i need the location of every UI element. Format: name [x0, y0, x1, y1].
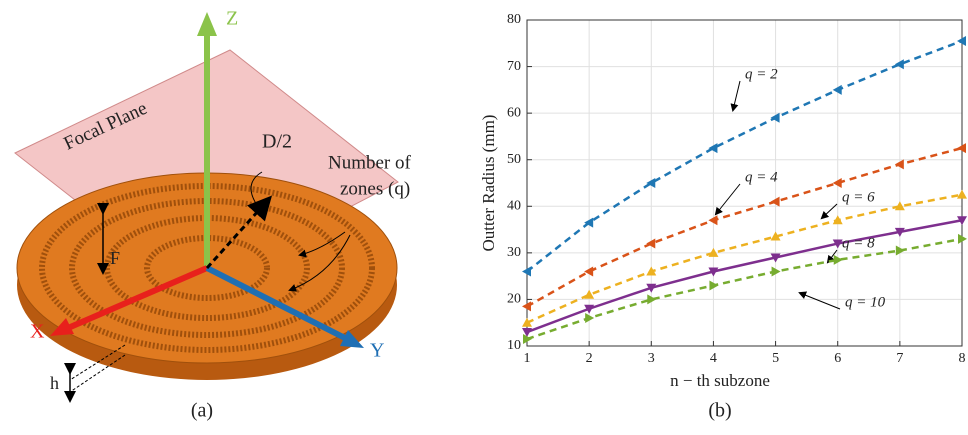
marker: [832, 215, 843, 225]
series-label: q = 2: [745, 66, 778, 82]
marker: [832, 178, 842, 188]
d-pointer: [250, 171, 264, 214]
marker: [708, 247, 719, 257]
marker: [708, 267, 719, 277]
d-label: D/2: [262, 131, 292, 153]
marker: [832, 239, 843, 249]
series-label: q = 6: [842, 189, 875, 205]
z-label: Z: [226, 8, 238, 30]
marker: [770, 196, 780, 207]
caption: (a): [191, 400, 213, 422]
h-line: [69, 344, 126, 381]
f-label: F: [110, 248, 120, 268]
y-arrow: [340, 330, 364, 348]
y-label: Y: [370, 340, 384, 362]
y-tick-label: 20: [507, 292, 521, 307]
z-arrow: [197, 12, 217, 36]
y-tick-label: 10: [507, 338, 521, 353]
marker: [646, 238, 656, 249]
series-line: [526, 146, 963, 308]
marker: [833, 254, 843, 265]
x-tick-label: 1: [524, 351, 531, 366]
y-axis-label: Outter Radius (mm): [479, 115, 498, 252]
marker: [646, 266, 657, 276]
y-tick-label: 80: [507, 12, 521, 27]
series-line: [526, 237, 963, 341]
marker: [894, 59, 904, 70]
y-tick-label: 70: [507, 59, 521, 74]
marker: [708, 143, 718, 154]
marker: [770, 253, 781, 263]
x-tick-label: 2: [586, 351, 593, 366]
y-tick-label: 40: [507, 199, 521, 214]
series-line: [526, 219, 963, 334]
marker: [646, 178, 656, 188]
marker: [584, 289, 595, 299]
chart: (b) n − th subzone Outter Radius (mm) 10…: [479, 12, 967, 422]
plot-frame: [526, 19, 963, 347]
zones-label: Number of: [328, 152, 412, 173]
marker: [894, 227, 905, 237]
marker: [584, 217, 594, 228]
annotation-arrow: [820, 203, 838, 220]
x-tick-label: 5: [772, 351, 779, 366]
marker: [770, 112, 780, 123]
annotation-arrow: [714, 183, 741, 216]
marker: [957, 216, 967, 226]
marker: [522, 328, 532, 338]
marker: [522, 266, 531, 277]
marker: [958, 233, 967, 244]
x-tick-label: 7: [896, 351, 903, 366]
y-tick-label: 50: [507, 152, 521, 167]
zones-label: zones (q): [340, 178, 410, 199]
x-axis-label: n − th subzone: [670, 371, 770, 390]
marker: [585, 313, 595, 324]
marker: [957, 35, 966, 46]
radius-arrow: [205, 195, 273, 270]
marker: [523, 334, 532, 345]
marker: [522, 317, 532, 327]
h-label: h: [50, 373, 59, 393]
series-line: [526, 39, 963, 273]
x-label: X: [30, 321, 45, 343]
marker: [584, 266, 594, 277]
series-label: q = 10: [845, 294, 886, 310]
marker: [646, 283, 657, 293]
marker: [894, 201, 905, 211]
h-line: [69, 354, 126, 393]
marker: [522, 301, 531, 312]
zone-pointer: [288, 234, 351, 292]
x-tick-label: 4: [710, 351, 717, 366]
series-label: q = 4: [745, 169, 778, 185]
annotation-arrow: [826, 249, 838, 264]
diagram: Z Focal Plane D/2 Number of zones (q) F …: [14, 8, 412, 422]
x-tick-label: 8: [959, 351, 966, 366]
y-axis: [205, 265, 347, 341]
marker: [708, 215, 718, 226]
series-label: q = 8: [842, 235, 875, 251]
y-tick-label: 30: [507, 245, 521, 260]
marker: [709, 280, 719, 291]
marker: [647, 294, 657, 305]
annotation-arrow: [798, 291, 841, 310]
marker: [894, 159, 904, 170]
marker: [895, 245, 905, 256]
marker: [957, 189, 967, 199]
zone-ring: [39, 183, 375, 353]
y-tick-label: 60: [507, 105, 521, 120]
marker: [957, 143, 966, 154]
zone-pointer: [298, 231, 346, 258]
marker: [584, 304, 595, 314]
x-tick-label: 6: [834, 351, 841, 366]
x-arrow: [50, 318, 74, 336]
marker: [770, 231, 781, 241]
series-line: [526, 193, 963, 324]
marker: [832, 84, 842, 95]
marker: [771, 266, 781, 277]
annotation-arrow: [730, 80, 741, 112]
x-axis: [66, 265, 209, 331]
caption: (b): [708, 400, 731, 422]
x-tick-label: 3: [648, 351, 655, 366]
